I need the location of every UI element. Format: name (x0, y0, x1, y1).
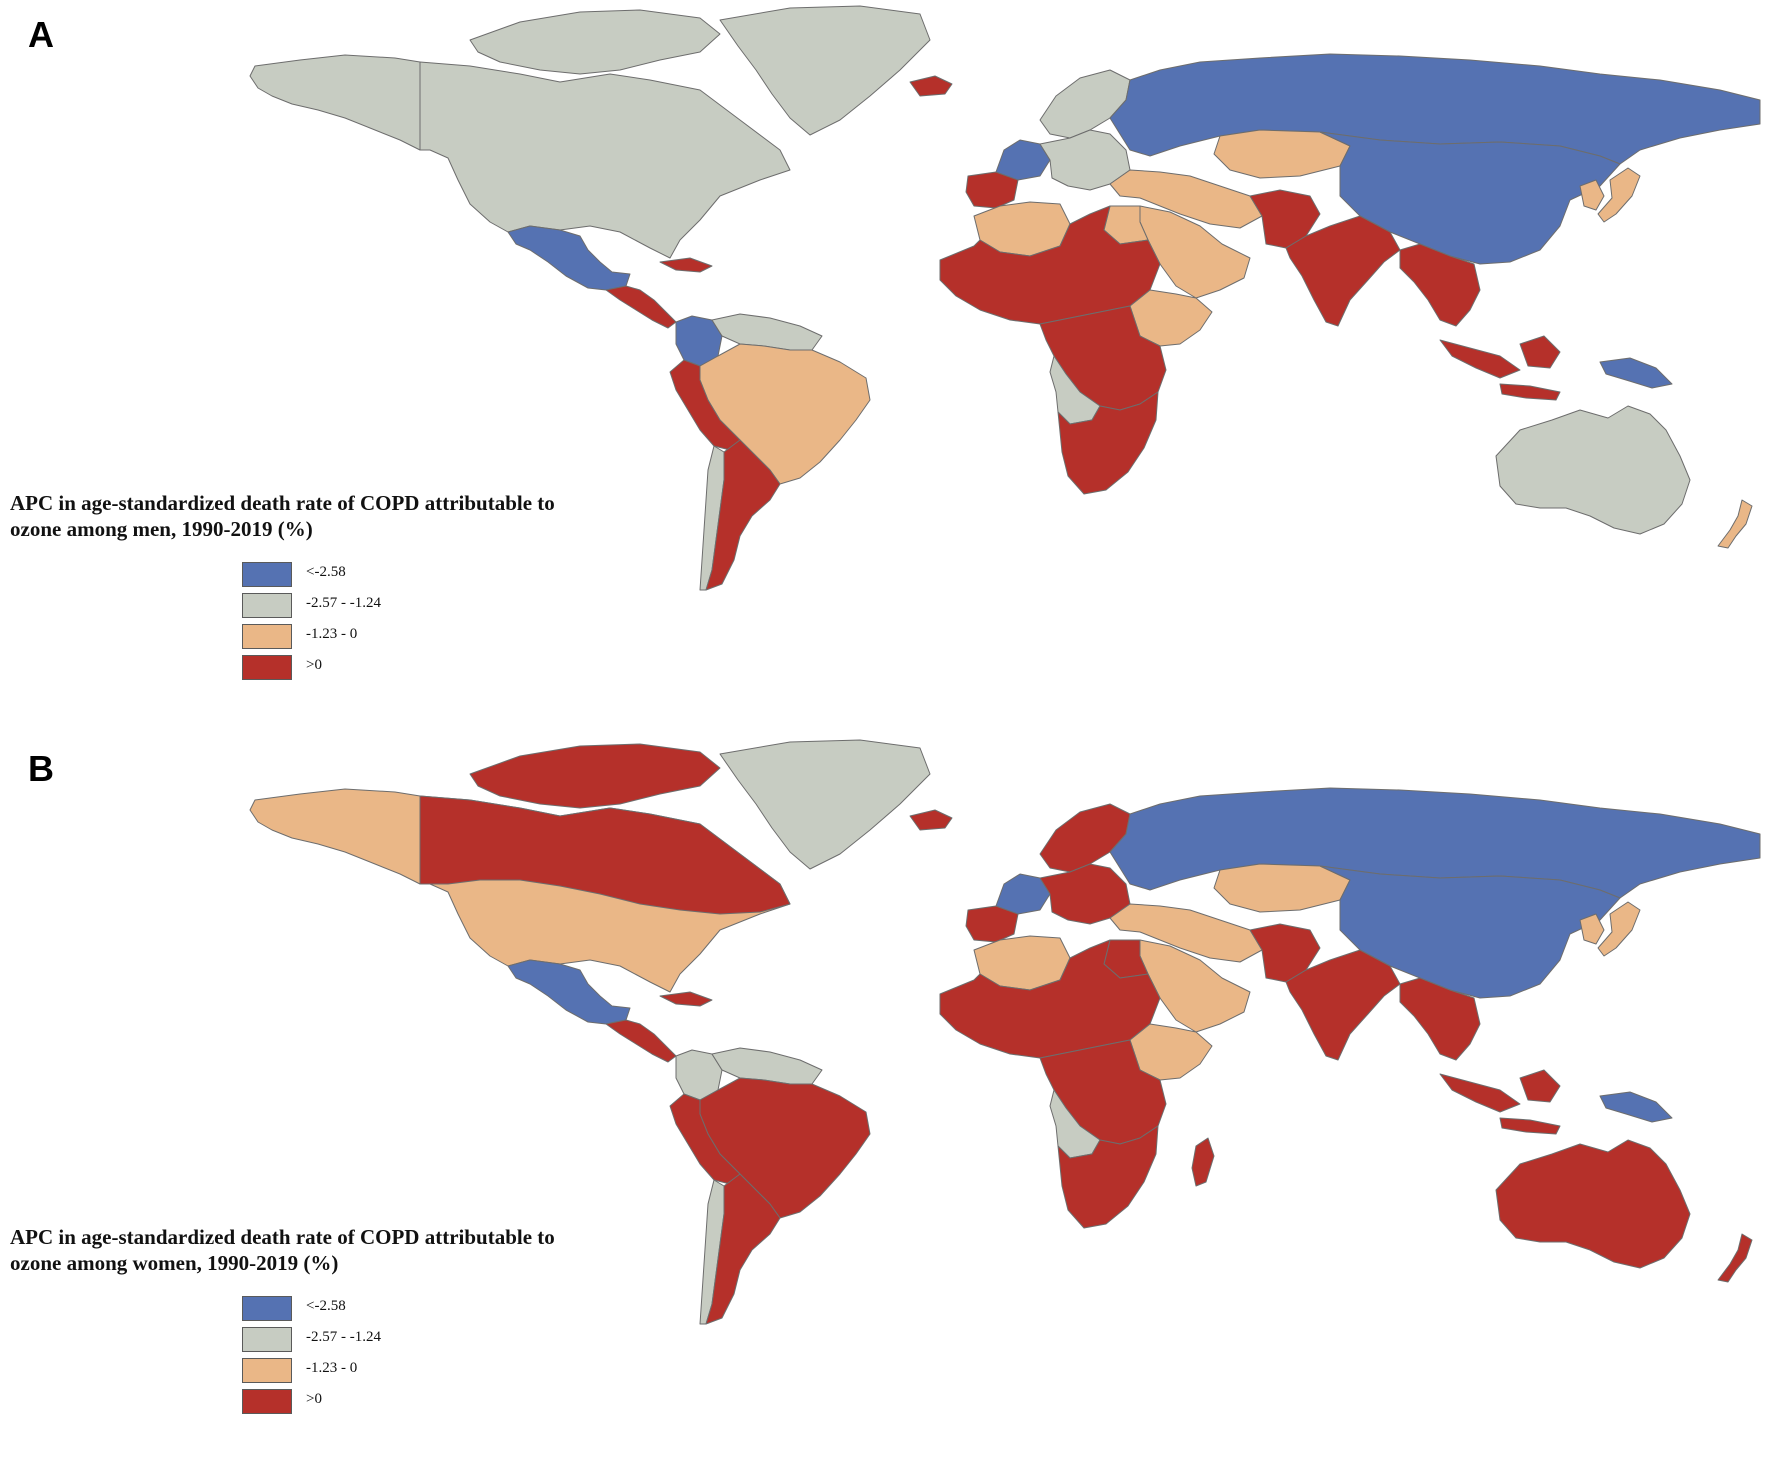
legend-label: >0 (306, 657, 322, 673)
region-indonesia (1439, 1069, 1561, 1135)
panel-a: A APC in age-standardized death rate of … (10, 5, 1761, 680)
legend-title-a: APC in age-standardized death rate of CO… (10, 490, 650, 542)
region-turkey-iran (1109, 169, 1263, 229)
panel-b: B APC in age-standardized death rate of … (0, 734, 1772, 1468)
region-north-america (419, 61, 791, 259)
legend-label: -2.57 - -1.24 (306, 595, 381, 611)
region-southern-africa (1057, 391, 1159, 495)
region-india (1285, 215, 1401, 327)
region-central-america (605, 1019, 677, 1063)
region-venezuela-guianas (711, 1047, 823, 1085)
region-indonesia (1439, 335, 1561, 401)
legend-title-line1: APC in age-standardized death rate of CO… (10, 491, 555, 515)
region-new-guinea (1599, 1091, 1673, 1123)
region-central-europe (1039, 863, 1131, 925)
region-mexico (507, 959, 631, 1025)
region-kazakhstan (1213, 863, 1351, 913)
region-argentina (705, 1173, 781, 1325)
legend-title-b: APC in age-standardized death rate of CO… (10, 1224, 650, 1276)
region-alaska (249, 54, 421, 151)
legend-swatch (242, 1389, 292, 1414)
region-iceland (909, 75, 953, 97)
region-canada (419, 795, 791, 915)
legend-label: -1.23 - 0 (306, 626, 358, 642)
region-alaska (249, 788, 421, 885)
region-southeast-asia (1399, 977, 1481, 1061)
region-central-america (605, 285, 677, 329)
region-korea-japan (1579, 901, 1641, 957)
region-turkey-iran (1109, 903, 1263, 963)
region-new-guinea (1599, 357, 1673, 389)
region-greenland (719, 5, 931, 136)
legend-title-line2: ozone among women, 1990-2019 (%) (10, 1251, 339, 1275)
region-sahel-west-africa (939, 205, 1161, 325)
legend-swatch (242, 562, 292, 587)
region-china-mongolia (1319, 865, 1621, 999)
legend-label: <-2.58 (306, 564, 346, 580)
legend-swatch (242, 1327, 292, 1352)
region-mexico (507, 225, 631, 291)
region-india (1285, 949, 1401, 1061)
legend-b: APC in age-standardized death rate of CO… (10, 1224, 650, 1414)
panel-letter-b: B (28, 748, 54, 789)
region-southern-africa (1057, 1125, 1159, 1229)
legend-label: <-2.58 (306, 1298, 346, 1314)
region-madagascar (1191, 1137, 1215, 1187)
region-caribbean (659, 257, 713, 273)
region-greenland (719, 739, 931, 870)
region-new-zealand (1717, 1233, 1753, 1283)
region-argentina (705, 439, 781, 591)
legend-swatch (242, 1358, 292, 1383)
legend-title-line2: ozone among men, 1990-2019 (%) (10, 517, 313, 541)
region-new-zealand (1717, 499, 1753, 549)
legend-label: -1.23 - 0 (306, 1360, 358, 1376)
region-canadian-islands (469, 9, 721, 75)
region-australia (1495, 405, 1691, 535)
legend-label: -2.57 - -1.24 (306, 1329, 381, 1345)
region-kazakhstan (1213, 129, 1351, 179)
world-map (249, 739, 1761, 1325)
legend-swatch (242, 624, 292, 649)
region-southeast-asia (1399, 243, 1481, 327)
world-map (249, 5, 1761, 591)
region-iceland (909, 809, 953, 831)
region-central-europe (1039, 129, 1131, 191)
region-china-mongolia (1319, 131, 1621, 265)
region-caribbean (659, 991, 713, 1007)
region-korea-japan (1579, 167, 1641, 223)
panel-letter-a: A (28, 14, 54, 55)
legend-swatch (242, 593, 292, 618)
legend-swatch (242, 1296, 292, 1321)
region-australia (1495, 1139, 1691, 1269)
legend-swatch (242, 655, 292, 680)
legend-a: APC in age-standardized death rate of CO… (10, 490, 650, 680)
region-venezuela-guianas (711, 313, 823, 351)
legend-label: >0 (306, 1391, 322, 1407)
region-sahel-west-africa (939, 939, 1161, 1059)
legend-title-line1: APC in age-standardized death rate of CO… (10, 1225, 555, 1249)
region-canadian-islands (469, 743, 721, 809)
